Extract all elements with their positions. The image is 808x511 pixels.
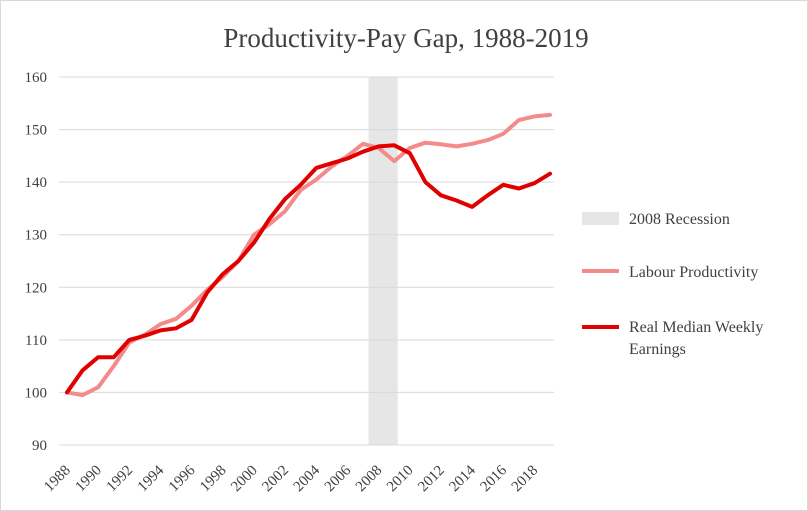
series-line-real-median-weekly-earnings — [65, 143, 552, 395]
legend-label-line: Real Median Weekly — [629, 319, 763, 336]
y-tick-label: 90 — [32, 438, 47, 454]
x-tick-label: 2010 — [384, 463, 417, 496]
legend-label-real-median-weekly-earnings: Real Median Weekly Earnings — [629, 319, 763, 358]
x-tick-label: 1990 — [72, 463, 105, 496]
gridlines — [59, 76, 554, 446]
y-tick-label: 150 — [25, 123, 48, 139]
x-tick-label: 2018 — [509, 463, 542, 496]
legend-label-labour-productivity: Labour Productivity — [629, 264, 758, 281]
series-line-labour-productivity — [65, 112, 552, 398]
x-tick-label: 2004 — [291, 462, 324, 495]
legend-label-line: Earnings — [629, 341, 686, 358]
x-tick-label: 2016 — [478, 462, 511, 495]
y-axis: 90 100 110 120 130 140 150 160 — [25, 70, 48, 454]
x-tick-label: 2014 — [446, 462, 479, 495]
y-tick-label: 140 — [25, 175, 48, 191]
x-tick-label: 2012 — [415, 463, 448, 496]
recession-band — [368, 77, 398, 445]
legend-swatch-recession — [582, 212, 619, 225]
legend: 2008 Recession Labour Productivity Real Me… — [582, 211, 763, 358]
series-layer — [65, 112, 552, 398]
x-tick-label: 2006 — [322, 462, 355, 495]
x-axis: 1988199019921994199619982000200220042006… — [41, 462, 541, 495]
chart-title: Productivity-Pay Gap, 1988-2019 — [223, 23, 588, 53]
x-tick-label: 1996 — [166, 462, 199, 495]
y-tick-label: 130 — [25, 228, 48, 244]
x-tick-label: 1992 — [104, 463, 137, 496]
x-tick-label: 1998 — [197, 463, 230, 496]
recession-layer — [368, 77, 398, 445]
x-tick-label: 2000 — [228, 463, 261, 496]
y-tick-label: 120 — [25, 280, 48, 296]
y-tick-label: 110 — [25, 333, 47, 349]
x-tick-label: 2002 — [259, 463, 292, 496]
x-tick-label: 1988 — [41, 463, 74, 496]
x-tick-label: 2008 — [353, 463, 386, 496]
legend-label-recession: 2008 Recession — [629, 211, 730, 228]
y-tick-label: 160 — [25, 70, 48, 86]
y-tick-label: 100 — [25, 385, 48, 401]
x-tick-label: 1994 — [135, 462, 168, 495]
